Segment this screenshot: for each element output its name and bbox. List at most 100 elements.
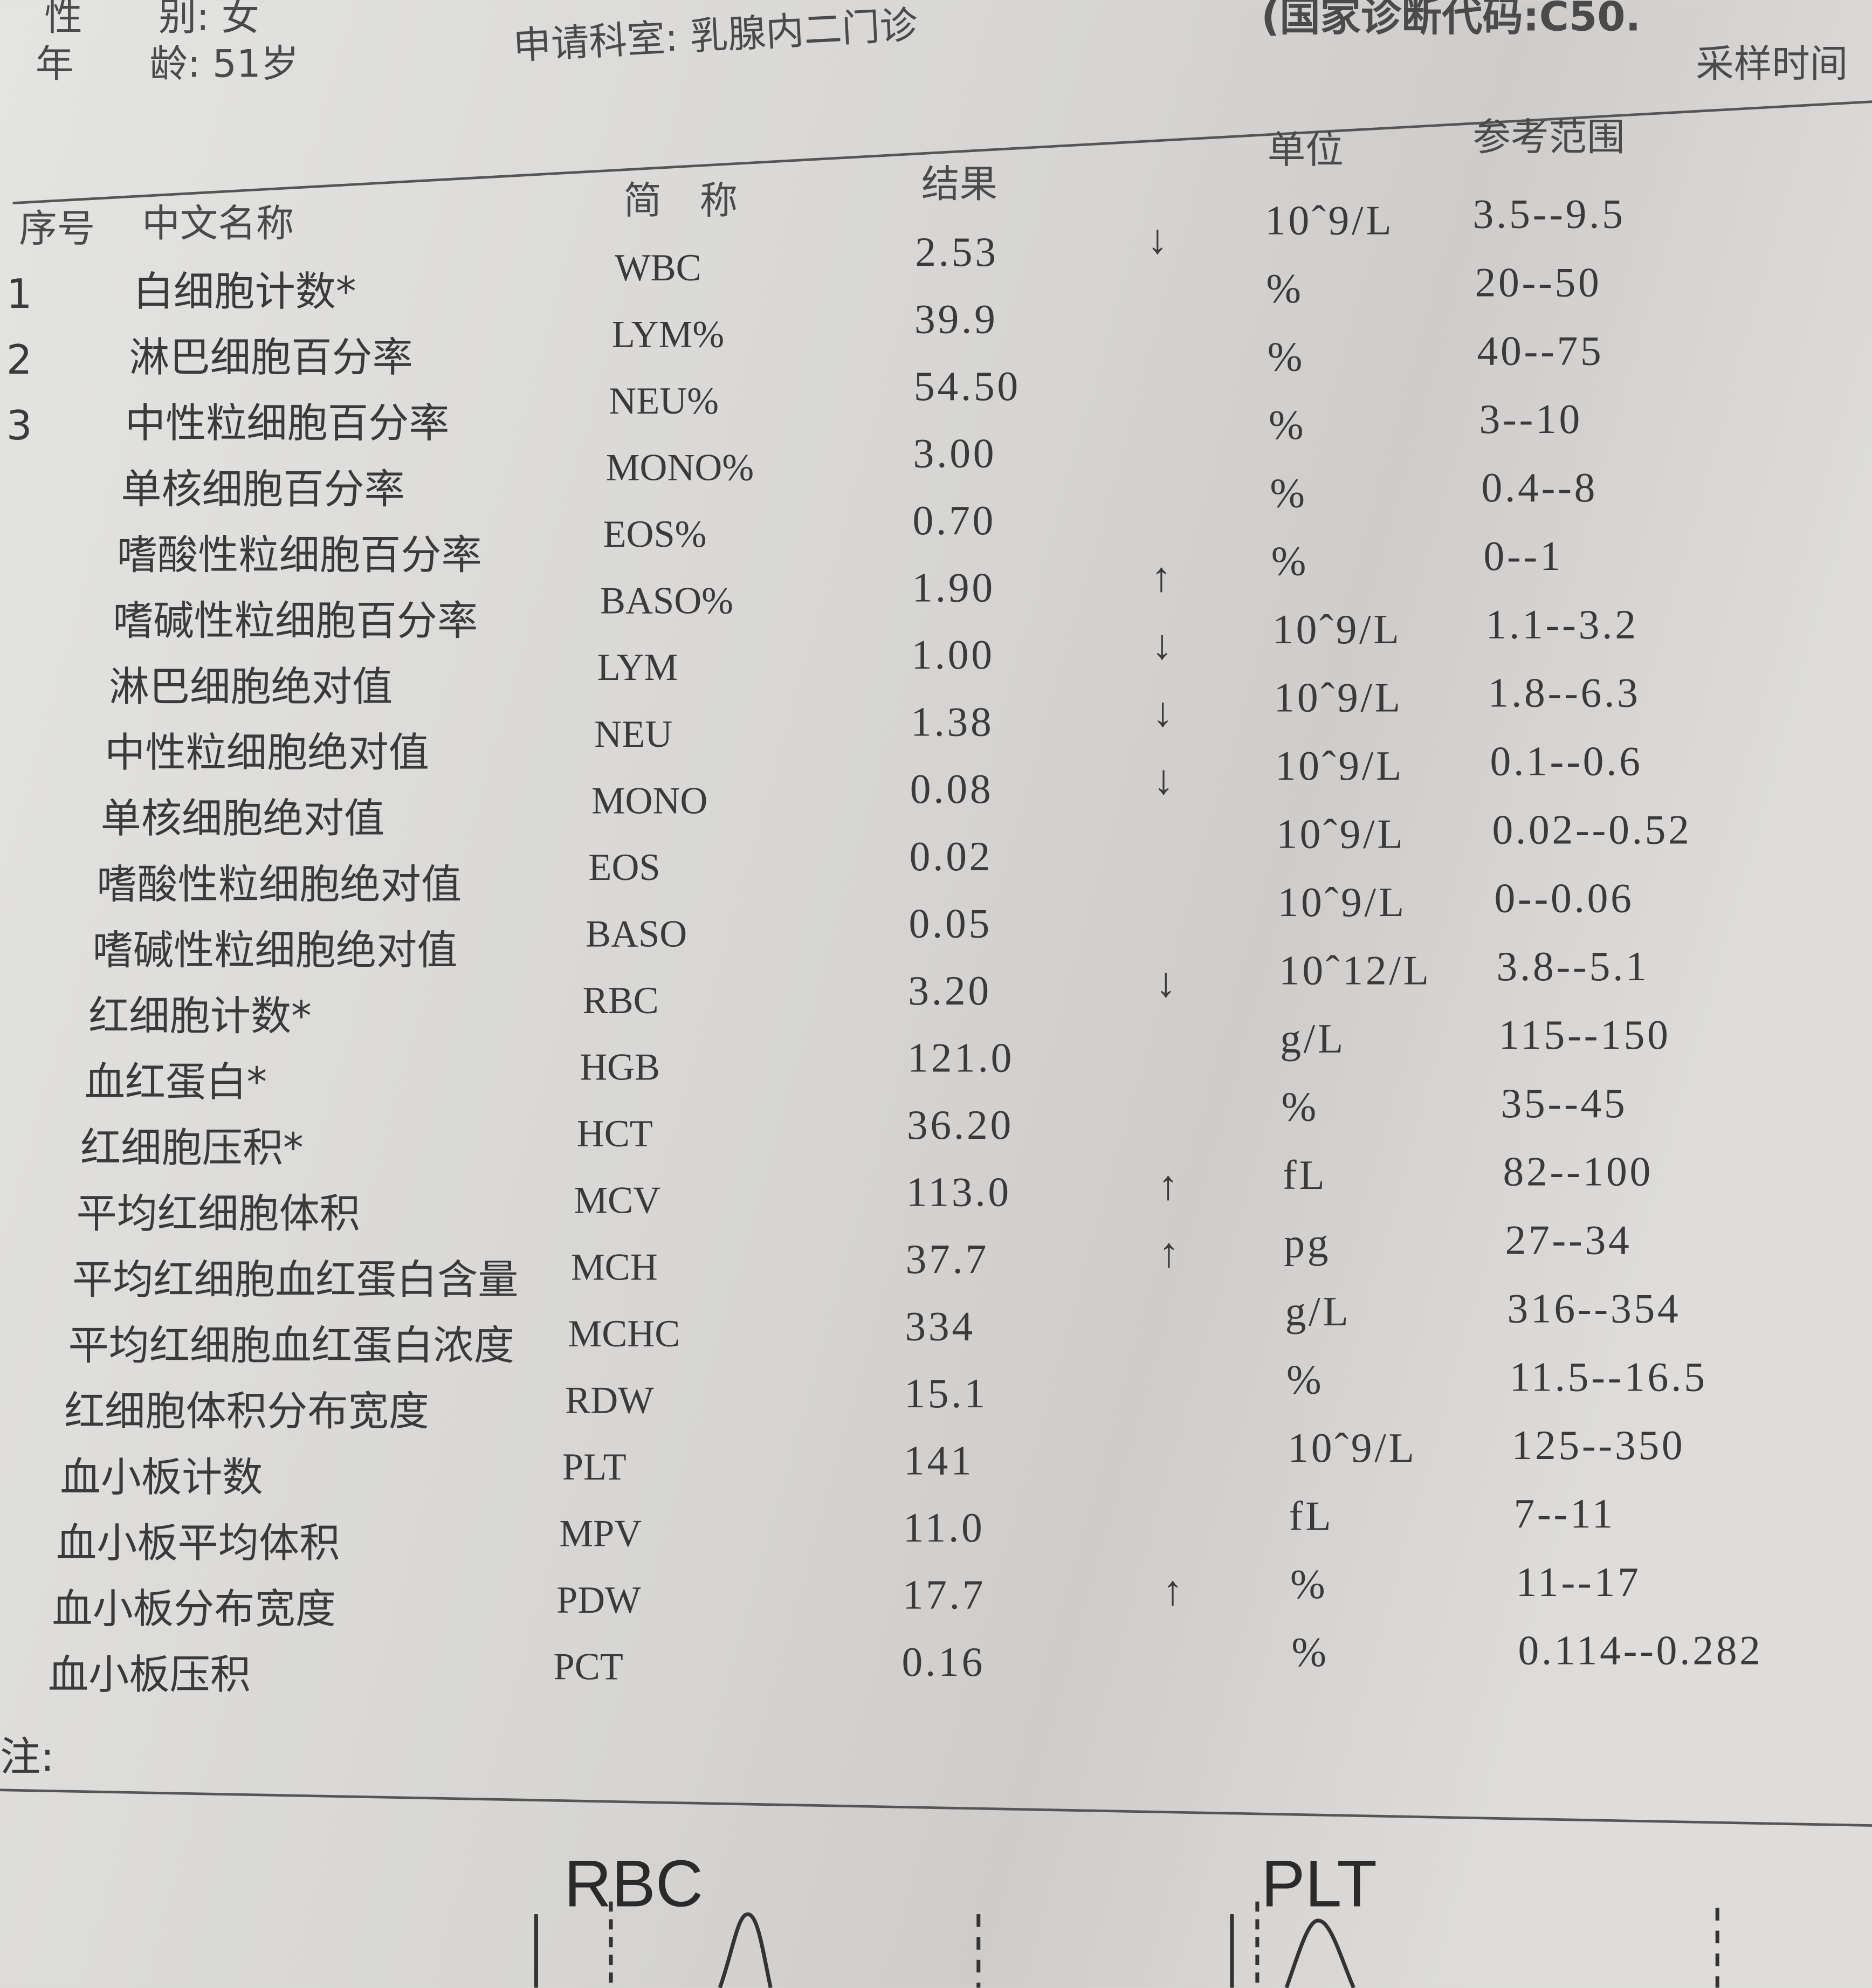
test-result: 17.7 [903,1571,986,1618]
test-name: 中性粒细胞绝对值 [105,729,429,776]
test-unit: % [1291,1629,1329,1675]
reference-range: 0--1 [1484,533,1564,579]
test-result: 2.53 [915,229,999,275]
test-name: 血小板压积 [48,1651,251,1698]
test-name: 白细胞计数* [133,267,356,315]
reference-range: 27--34 [1505,1217,1632,1263]
test-name: 嗜碱性粒细胞绝对值 [93,926,458,974]
test-abbr: MONO% [606,446,754,489]
test-abbr: HGB [580,1047,660,1089]
test-name: 红细胞压积* [80,1124,304,1171]
test-result: 334 [905,1303,975,1349]
test-name: 中性粒细胞百分率 [125,400,450,447]
test-abbr: PLT [562,1446,627,1488]
test-name: 平均红细胞血红蛋白浓度 [68,1322,514,1369]
test-abbr: NEU% [609,380,719,422]
abnormal-flag: ↑ [1158,1162,1181,1208]
test-unit: fL [1289,1492,1334,1539]
test-name: 淋巴细胞绝对值 [109,663,393,710]
col-range: 参考范围 [1473,115,1625,160]
row-number: 2 [6,336,32,383]
age: 年 龄: 51岁 [36,42,299,86]
abnormal-flag: ↑ [1159,1229,1182,1276]
test-unit: % [1286,1356,1324,1402]
test-name: 红细胞体积分布宽度 [64,1387,429,1435]
reference-range: 11.5--16.5 [1509,1353,1707,1400]
test-unit: 10ˆ9/L [1265,197,1394,243]
test-result: 0.08 [910,766,994,812]
test-abbr: MPV [559,1513,642,1555]
test-result: 1.38 [911,699,994,745]
histogram-frame [534,1901,1719,1988]
test-result: 0.02 [910,833,993,879]
test-abbr: RBC [583,980,659,1022]
abnormal-flag: ↓ [1152,621,1175,668]
test-name: 嗜酸性粒细胞百分率 [117,531,482,579]
test-abbr: MCV [574,1180,660,1222]
test-unit: g/L [1280,1015,1346,1062]
test-result: 113.0 [906,1168,1011,1215]
reference-range: 3--10 [1479,396,1583,442]
test-name: 血小板计数 [60,1453,263,1501]
test-abbr: WBC [615,247,701,289]
histograms: RBC PLT [534,1846,1719,1988]
test-result: 1.00 [911,631,995,678]
test-unit: pg [1284,1220,1331,1266]
test-result: 3.20 [908,967,992,1014]
test-name: 单核细胞绝对值 [101,795,385,842]
reference-range: 11--17 [1516,1559,1641,1605]
test-abbr: PCT [554,1646,623,1688]
test-name: 单核细胞百分率 [121,465,405,513]
header-rule [12,100,1872,205]
test-unit: 10ˆ12/L [1279,947,1431,994]
reference-range: 0.114--0.282 [1518,1627,1763,1674]
reference-range: 3.5--9.5 [1473,191,1626,237]
note: 注: [0,1733,54,1780]
sampling-time: 采样时间 [1696,42,1848,86]
test-unit: 10ˆ9/L [1272,606,1401,652]
plt-histogram-label: PLT [1261,1846,1377,1920]
test-result: 0.70 [913,497,996,544]
test-result: 11.0 [903,1504,985,1551]
row-number: 3 [6,402,32,449]
col-unit: 单位 [1268,128,1344,172]
test-unit: % [1282,1084,1319,1130]
test-name: 血红蛋白* [85,1058,267,1105]
reference-range: 20--50 [1475,259,1602,306]
abnormal-flag: ↑ [1162,1567,1186,1614]
test-abbr: EOS% [603,513,706,555]
test-unit: g/L [1285,1288,1351,1334]
test-result: 141 [904,1437,974,1483]
reference-range: 7--11 [1513,1490,1615,1537]
test-unit: 10ˆ9/L [1278,879,1407,925]
test-unit: 10ˆ9/L [1274,675,1402,721]
test-result: 0.16 [902,1639,986,1685]
reference-range: 0.1--0.6 [1490,738,1642,785]
test-result: 0.05 [909,900,992,946]
test-unit: % [1290,1561,1327,1607]
test-name: 淋巴细胞百分率 [129,334,413,381]
test-abbr: LYM [597,646,678,689]
test-unit: % [1271,538,1309,584]
test-abbr: PDW [556,1579,641,1621]
test-name: 平均红细胞体积 [77,1190,361,1237]
reference-range: 1.8--6.3 [1488,670,1640,716]
test-result: 37.7 [906,1236,989,1282]
test-name: 平均红细胞血红蛋白含量 [72,1256,518,1303]
column-headers: 序号 中文名称 简 称 结果 单位 参考范围 [19,115,1625,251]
test-abbr: BASO [586,913,687,955]
test-result: 3.00 [913,430,997,477]
abnormal-flag: ↓ [1152,689,1175,735]
result-rows: 1 白细胞计数* WBC 2.53 ↓ 10ˆ9/L 3.5--9.5 2 淋巴细胞百分率 LYM… [6,191,1763,1698]
test-unit: 10ˆ9/L [1276,811,1405,857]
test-abbr: MONO [591,780,707,822]
reference-range: 35--45 [1501,1080,1627,1126]
test-unit: 10ˆ9/L [1288,1425,1416,1471]
test-result: 54.50 [914,363,1021,409]
test-unit: % [1270,470,1307,516]
diagnosis-code: (国家诊断代码:C50. [1261,0,1641,40]
reference-range: 3.8--5.1 [1496,943,1649,989]
test-abbr: RDW [565,1379,654,1421]
col-abbr: 简 称 [624,178,738,223]
